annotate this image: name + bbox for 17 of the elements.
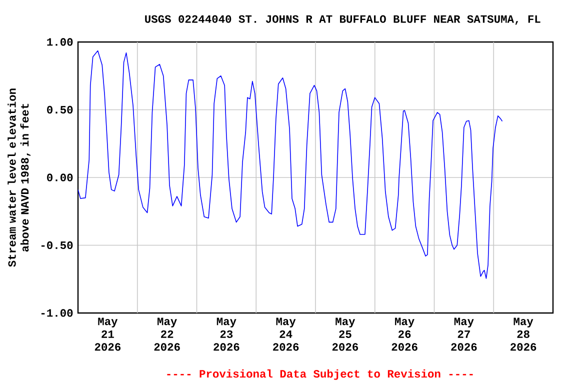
text: ---- Provisional Data Subject to Revision ---- (167, 369, 473, 380)
y-tick-label: 0.00 (47, 174, 73, 182)
y-tick-label: 0.50 (47, 106, 73, 114)
x-tick-label: May 21 2026 (94, 318, 121, 351)
x-tick-label: May 24 2026 (273, 318, 299, 351)
x-tick-label: May 25 2026 (332, 318, 358, 351)
x-tick-label: May 26 2026 (392, 318, 418, 351)
x-tick-label: May 27 2026 (451, 318, 477, 351)
line-series (78, 50, 503, 279)
x-tick-label: May 22 2026 (154, 318, 180, 351)
y-tick-label: -0.50 (41, 241, 73, 249)
x-tick-label: May 28 2026 (510, 318, 536, 351)
y-axis-title: Stream water level elevation above NAVD 1988, in feet (8, 88, 31, 267)
chart-title: USGS 02244040 ST. JOHNS R AT BUFFALO BLUFF NEAR SATSUMA, FL (145, 15, 540, 25)
y-tick-label: -1.00 (41, 309, 73, 317)
y-tick-label: 1.00 (47, 38, 73, 46)
x-tick-label: May 23 2026 (214, 318, 240, 351)
